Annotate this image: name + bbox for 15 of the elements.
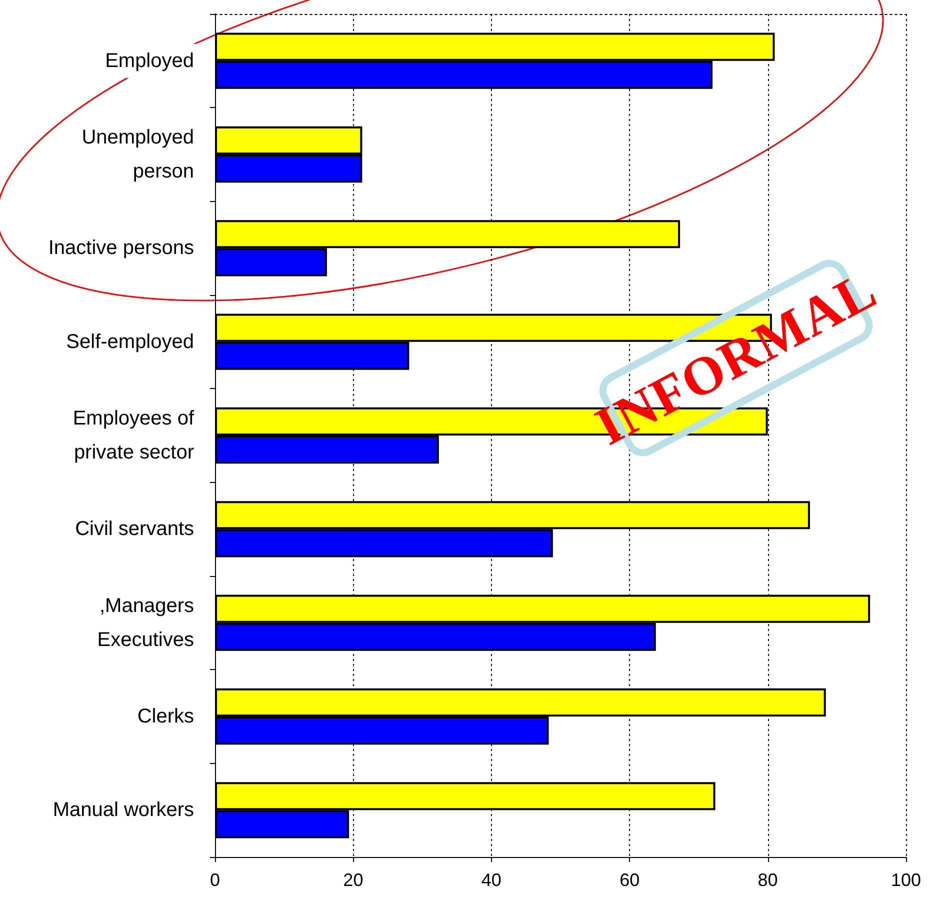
y-tick-label: ,Managers Executives [97,594,194,651]
y-tick-label: Clerks [137,706,194,728]
x-tick-label: 100 [890,870,922,890]
y-tick-label: Inactive persons [48,237,194,260]
y-tick-label: Manual workers [52,799,194,822]
y-tick-label: Self-employed [66,330,194,353]
y-tick-label: Employees of private sector [72,408,194,464]
x-tick-label: 40 [481,870,502,890]
y-tick-label: Employed [105,50,194,72]
x-tick-label: 80 [758,870,778,890]
y-tick-label: Unemployed person [82,126,194,182]
x-tick-label: 60 [620,870,640,890]
y-tick-label: Civil servants [75,518,194,540]
x-tick-label: 0 [210,870,220,890]
x-tick-label: 20 [343,870,364,890]
